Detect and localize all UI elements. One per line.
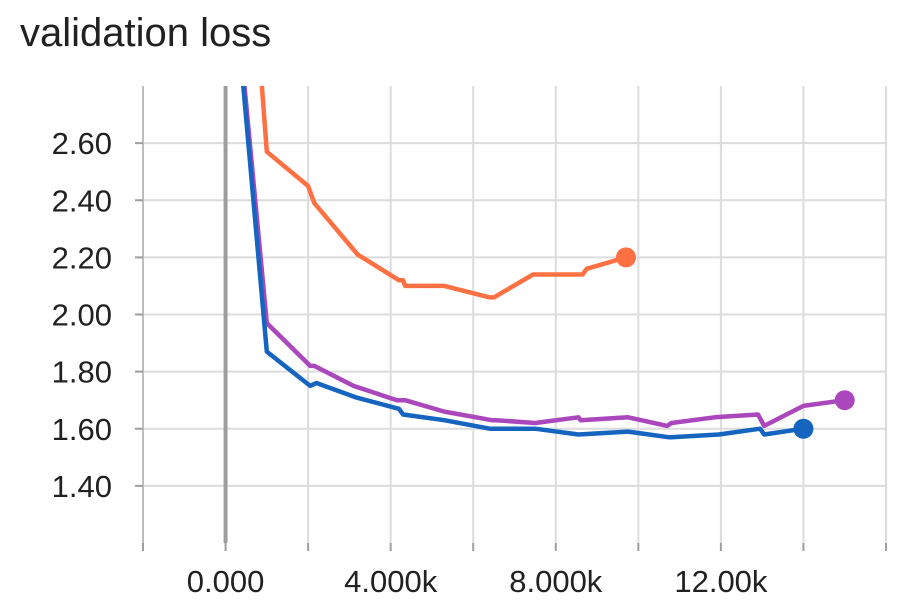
x-tick-label: 8.000k (509, 564, 603, 599)
y-tick-label: 1.40 (52, 469, 112, 504)
series-line-1 (259, 86, 629, 300)
series-end-point-1 (615, 247, 636, 268)
y-tick-label: 2.60 (52, 126, 112, 161)
tick-labels: 1.40 1.60 1.80 2.00 2.20 2.40 2.60 0.000 4.000k 8… (52, 126, 768, 599)
series-line-2 (242, 86, 847, 429)
x-tick-label: 12.00k (674, 564, 768, 599)
y-tick-label: 2.20 (52, 240, 112, 275)
x-tick-label: 0.000 (187, 564, 265, 599)
series-group (241, 86, 855, 440)
grid (143, 86, 887, 543)
y-tick-label: 2.00 (52, 298, 112, 333)
series-line-3 (241, 86, 806, 440)
y-tick-label: 2.40 (52, 183, 112, 218)
y-tick-label: 1.60 (52, 412, 112, 447)
series-end-point-2 (834, 390, 855, 411)
chart-title: validation loss (20, 11, 272, 55)
axes (135, 86, 887, 551)
y-tick-label: 1.80 (52, 355, 112, 390)
x-tick-label: 4.000k (344, 564, 438, 599)
series-end-point-3 (793, 418, 814, 439)
